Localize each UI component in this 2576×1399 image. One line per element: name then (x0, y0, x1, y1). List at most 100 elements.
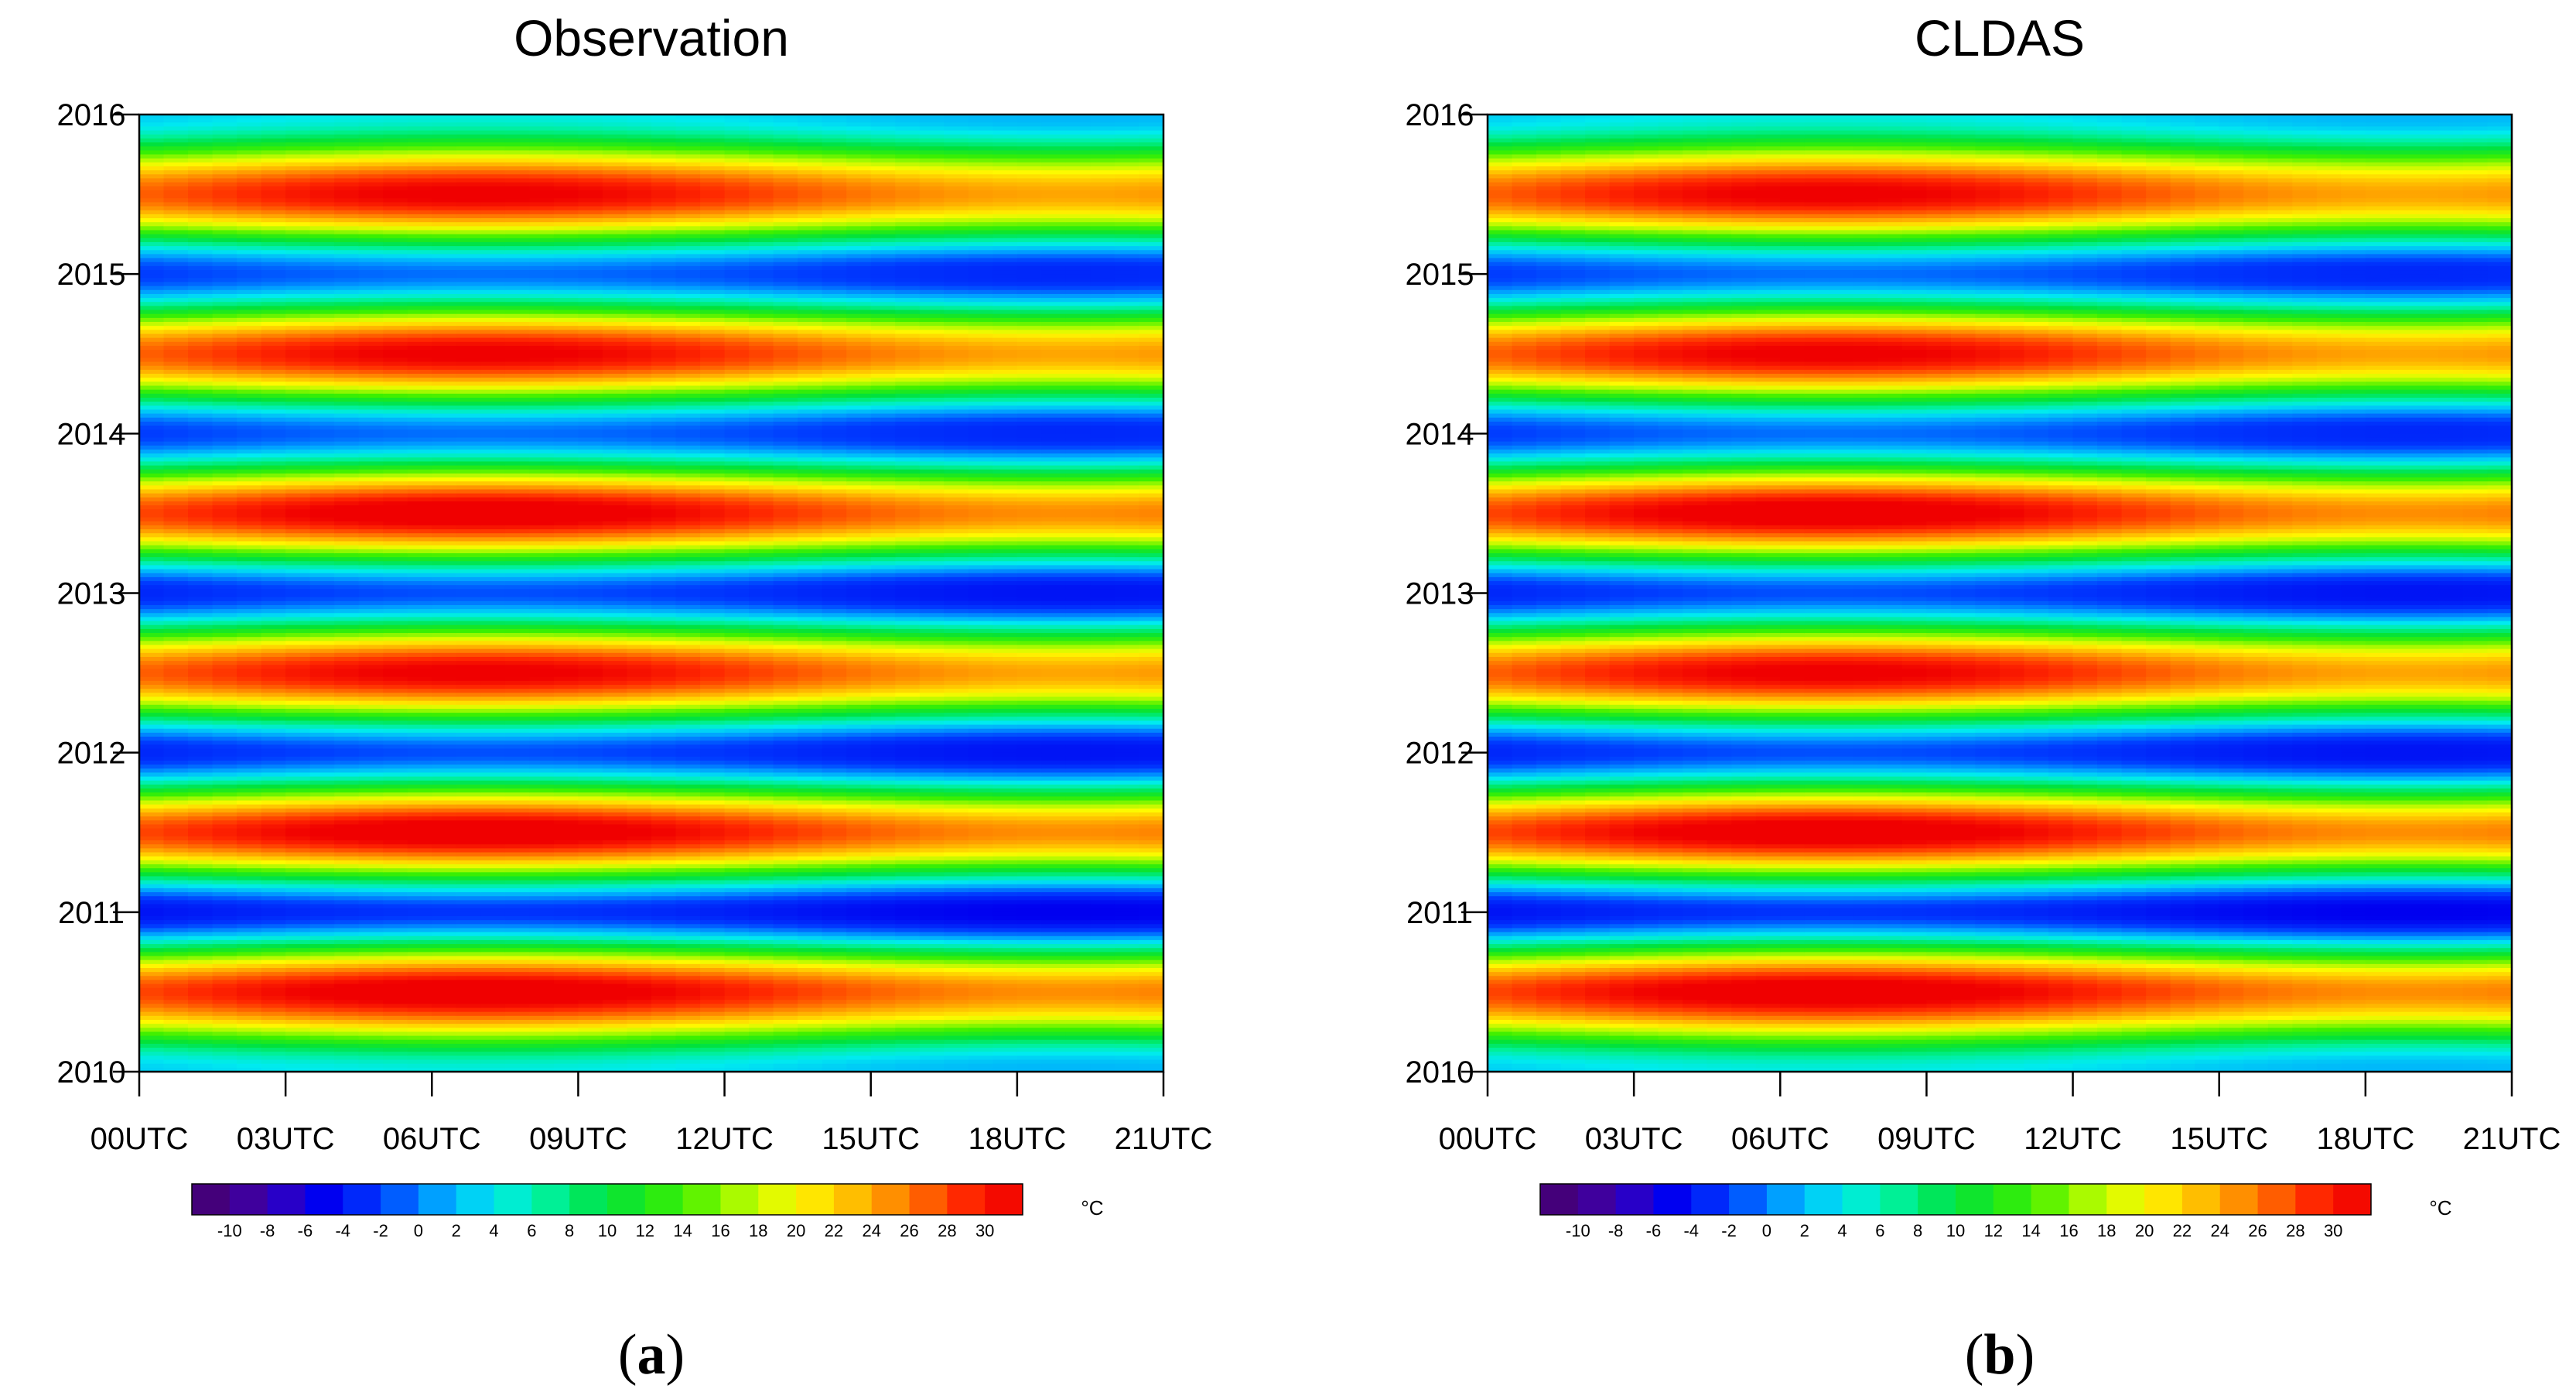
heatmap-cell (432, 262, 457, 267)
heatmap-cell (432, 449, 457, 454)
heatmap-cell (237, 513, 262, 518)
heatmap-cell (407, 437, 432, 443)
heatmap-cell (480, 449, 506, 454)
heatmap-cell (432, 717, 457, 722)
heatmap-cell (383, 413, 408, 419)
heatmap-cell (432, 621, 457, 626)
heatmap-cell (188, 130, 214, 135)
heatmap-cell (504, 1011, 530, 1017)
heatmap-cell (456, 310, 481, 315)
heatmap-cell (553, 780, 579, 785)
heatmap-cell (480, 310, 506, 315)
heatmap-cell (504, 150, 530, 156)
heatmap-cell (358, 286, 384, 291)
heatmap-cell (309, 393, 335, 398)
heatmap-cell (602, 397, 628, 402)
heatmap-cell (188, 987, 214, 993)
heatmap-cell (212, 557, 237, 562)
heatmap-cell (285, 976, 311, 981)
heatmap-cell (285, 888, 311, 893)
heatmap-cell (261, 437, 286, 443)
heatmap-cell (627, 824, 652, 829)
heatmap-cell (627, 262, 652, 267)
heatmap-cell (334, 210, 360, 215)
heatmap-cell (602, 341, 628, 347)
heatmap-cell (358, 1063, 384, 1069)
heatmap-cell (553, 604, 579, 610)
heatmap-cell (553, 840, 579, 845)
heatmap-cell (504, 265, 530, 271)
heatmap-cell (309, 485, 335, 491)
heatmap-cell (480, 417, 506, 422)
heatmap-cell (188, 1035, 214, 1041)
heatmap-cell (504, 381, 530, 387)
heatmap-cell (480, 154, 506, 159)
heatmap-cell (407, 756, 432, 761)
heatmap-cell (456, 413, 481, 419)
heatmap-cell (358, 915, 384, 921)
heatmap-cell (334, 537, 360, 542)
heatmap-cell (504, 741, 530, 745)
heatmap-cell (602, 345, 628, 351)
heatmap-cell (285, 1000, 311, 1004)
heatmap-cell (139, 146, 165, 151)
heatmap-cell (504, 166, 530, 171)
heatmap-cell (529, 944, 555, 949)
heatmap-cell (504, 477, 530, 482)
heatmap-cell (285, 581, 311, 586)
heatmap-cell (334, 549, 360, 554)
heatmap-cell (456, 457, 481, 463)
heatmap-cell (334, 1035, 360, 1041)
heatmap-cell (261, 713, 286, 717)
heatmap-cell (139, 808, 165, 813)
heatmap-cell (627, 884, 652, 889)
heatmap-cell (529, 948, 555, 953)
heatmap-cell (553, 525, 579, 530)
heatmap-cell (456, 369, 481, 375)
heatmap-cell (285, 445, 311, 450)
heatmap-cell (553, 609, 579, 614)
heatmap-cell (212, 274, 237, 279)
heatmap-cell (602, 864, 628, 869)
heatmap-cell (188, 138, 214, 143)
heatmap-cell (309, 980, 335, 985)
heatmap-cell (553, 501, 579, 506)
heatmap-cell (504, 182, 530, 187)
heatmap-cell (480, 198, 506, 203)
heatmap-cell (261, 1011, 286, 1017)
heatmap-cell (432, 812, 457, 817)
heatmap-cell (285, 381, 311, 387)
heatmap-cell (602, 713, 628, 717)
heatmap-cell (456, 118, 481, 123)
heatmap-cell (261, 302, 286, 306)
heatmap-cell (309, 808, 335, 813)
heatmap-cell (309, 122, 335, 128)
heatmap-cell (309, 665, 335, 670)
heatmap-cell (188, 976, 214, 981)
heatmap-cell (529, 784, 555, 789)
heatmap-cell (456, 402, 481, 406)
heatmap-cell (188, 840, 214, 845)
heatmap-cell (407, 270, 432, 275)
heatmap-cell (432, 864, 457, 869)
heatmap-cell (432, 445, 457, 450)
heatmap-cell (602, 987, 628, 993)
heatmap-cell (163, 326, 189, 330)
heatmap-cell (309, 661, 335, 665)
heatmap-cell (188, 708, 214, 713)
heatmap-cell (237, 756, 262, 761)
heatmap-cell (627, 665, 652, 670)
heatmap-cell (407, 1035, 432, 1041)
heatmap-cell (139, 158, 165, 163)
heatmap-cell (529, 118, 555, 123)
heatmap-cell (358, 178, 384, 183)
heatmap-cell (602, 445, 628, 450)
heatmap-cell (358, 972, 384, 977)
heatmap-cell (212, 433, 237, 439)
heatmap-cell (139, 154, 165, 159)
heatmap-cell (553, 1035, 579, 1041)
heatmap-cell (602, 214, 628, 219)
heatmap-cell (407, 134, 432, 139)
heatmap-cell (602, 609, 628, 614)
heatmap-cell (383, 872, 408, 877)
